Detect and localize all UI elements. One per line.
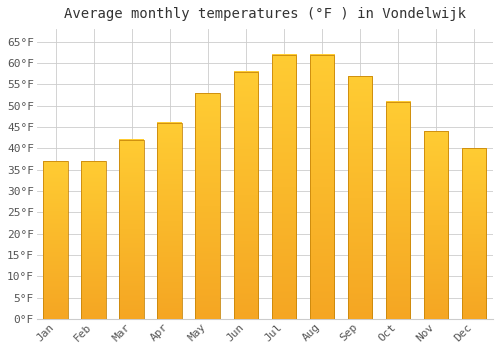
Title: Average monthly temperatures (°F ) in Vondelwijk: Average monthly temperatures (°F ) in Vo… — [64, 7, 466, 21]
Bar — [424, 131, 448, 319]
Bar — [82, 161, 106, 319]
Bar — [120, 140, 144, 319]
Bar — [310, 55, 334, 319]
Bar — [196, 93, 220, 319]
Bar — [234, 72, 258, 319]
Bar — [386, 102, 410, 319]
Bar — [272, 55, 296, 319]
Bar — [44, 161, 68, 319]
Bar — [158, 123, 182, 319]
Bar — [348, 76, 372, 319]
Bar — [462, 148, 486, 319]
